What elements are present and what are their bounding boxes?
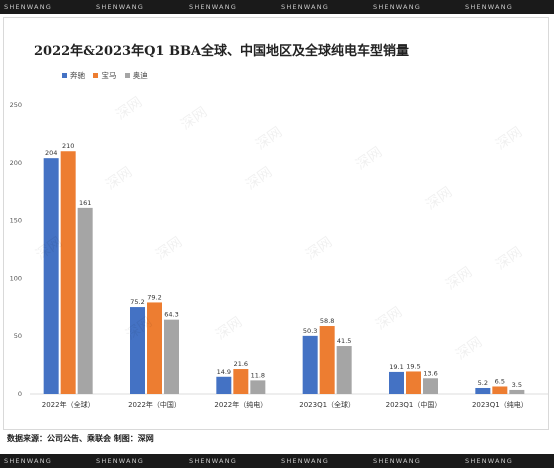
bar — [319, 326, 335, 394]
y-tick-label: 250 — [10, 101, 22, 109]
x-category-label: 2023Q1（全球） — [299, 400, 355, 409]
watermark-overlay: 深网 — [353, 144, 385, 173]
x-category-label: 2023Q1（纯电） — [472, 400, 528, 409]
bar — [389, 371, 404, 394]
bar — [233, 369, 249, 394]
watermark-band-text: SHENWANG — [189, 3, 238, 11]
watermark-overlay: 深网 — [303, 234, 335, 263]
watermark-overlay: 深网 — [243, 164, 275, 193]
y-tick-label: 50 — [14, 332, 22, 340]
bar — [336, 346, 352, 394]
watermark-band-text: SHENWANG — [281, 457, 330, 465]
watermark-band-text: SHENWANG — [4, 3, 53, 11]
legend-swatch-bmw — [93, 73, 99, 78]
bar — [423, 378, 438, 394]
watermark-band-text: SHENWANG — [281, 3, 330, 11]
watermark-overlay: 深网 — [178, 104, 210, 133]
bar-value-label: 6.5 — [495, 377, 505, 385]
watermark-band-bottom: SHENWANG SHENWANG SHENWANG SHENWANG SHENWANG… — [0, 454, 554, 468]
legend-item-audi: 奥迪 — [124, 70, 148, 81]
watermark-band-text: SHENWANG — [96, 457, 145, 465]
x-category-label: 2023Q1（中国） — [386, 400, 442, 409]
legend-swatch-benz — [62, 73, 67, 78]
bar — [77, 207, 93, 394]
bar — [509, 389, 525, 394]
x-category-label: 2022年（纯电） — [214, 400, 267, 409]
watermark-overlay: 深网 — [103, 164, 135, 193]
y-tick-label: 200 — [10, 159, 22, 167]
bar-value-label: 58.8 — [320, 317, 334, 325]
source-note: 数据来源：公司公告、乘联会 制图：深网 — [7, 434, 154, 443]
bar-value-label: 50.3 — [303, 327, 317, 335]
watermark-overlay: 深网 — [213, 314, 245, 343]
bar-value-label: 41.5 — [337, 337, 351, 345]
x-category-label: 2022年（中国） — [128, 400, 181, 409]
y-tick-label: 100 — [10, 274, 22, 282]
watermark-band-text: SHENWANG — [4, 457, 53, 465]
bar-value-label: 161 — [79, 199, 91, 207]
watermark-overlay: 深网 — [153, 234, 185, 263]
bar-value-label: 64.3 — [164, 311, 178, 319]
legend-item-benz: 奔驰 — [62, 70, 85, 81]
watermark-overlay: 深网 — [423, 184, 455, 213]
watermark-overlay: 深网 — [493, 124, 525, 153]
legend: 奔驰 宝马 奥迪 — [62, 70, 154, 81]
bar-value-label: 75.2 — [130, 298, 144, 306]
bar — [164, 319, 179, 394]
bar — [475, 387, 491, 394]
legend-label-benz: 奔驰 — [70, 71, 85, 80]
bar-value-label: 11.8 — [251, 371, 265, 379]
watermark-overlay: 深网 — [373, 304, 405, 333]
y-tick-label: 0 — [18, 390, 22, 398]
chart-frame — [3, 17, 549, 430]
bar — [406, 371, 421, 394]
y-tick-label: 150 — [10, 217, 22, 225]
bar-value-label: 19.5 — [406, 362, 420, 370]
bar-value-label: 204 — [45, 149, 57, 157]
bar-value-label: 13.6 — [423, 369, 437, 377]
bar — [43, 158, 59, 394]
watermark-band-text: SHENWANG — [373, 457, 422, 465]
watermark-band-text: SHENWANG — [465, 3, 514, 11]
bar-value-label: 14.9 — [217, 368, 231, 376]
watermark-overlay: 深网 — [443, 264, 475, 293]
watermark-overlay: 深网 — [493, 244, 525, 273]
bar — [130, 307, 145, 394]
bar-value-label: 210 — [62, 142, 74, 150]
legend-item-bmw: 宝马 — [93, 70, 116, 81]
bar — [250, 380, 266, 394]
bar-value-label: 79.2 — [147, 293, 161, 301]
watermark-band-text: SHENWANG — [373, 3, 422, 11]
x-category-label: 2022年（全球） — [42, 400, 95, 409]
watermark-band-text: SHENWANG — [189, 457, 238, 465]
legend-label-bmw: 宝马 — [101, 71, 117, 80]
watermark-overlay: 深网 — [113, 94, 145, 123]
bar-value-label: 19.1 — [389, 363, 403, 371]
watermark-band-top: SHENWANG SHENWANG SHENWANG SHENWANG SHENWANG… — [0, 0, 554, 14]
watermark-overlay: 深网 — [253, 124, 285, 153]
watermark-band-text: SHENWANG — [465, 457, 514, 465]
bar-value-label: 21.6 — [234, 360, 248, 368]
bar-value-label: 3.5 — [512, 381, 522, 389]
bar — [60, 151, 76, 394]
legend-label-audi: 奥迪 — [132, 71, 148, 80]
bar — [302, 335, 318, 394]
legend-swatch-audi — [124, 73, 130, 78]
bar — [147, 302, 162, 394]
watermark-overlay: 深网 — [453, 334, 485, 363]
chart-title: 2022年&2023年Q1 BBA全球、中国地区及全球纯电车型销量 — [34, 44, 410, 59]
bar — [216, 376, 232, 394]
watermark-band-text: SHENWANG — [96, 3, 145, 11]
bar — [492, 386, 508, 394]
bar-value-label: 5.2 — [478, 379, 488, 387]
